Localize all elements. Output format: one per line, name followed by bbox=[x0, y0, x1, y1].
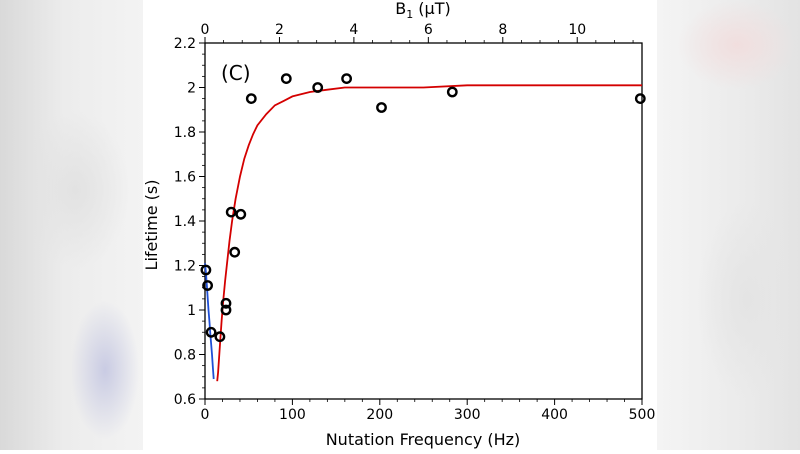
x-tick-label: 400 bbox=[541, 407, 568, 423]
top-x-tick-label: 2 bbox=[275, 22, 284, 38]
data-point bbox=[200, 264, 212, 276]
y-tick-label: 1.2 bbox=[174, 259, 196, 275]
background-blur-blob bbox=[697, 200, 797, 400]
data-point bbox=[220, 304, 232, 316]
data-point bbox=[634, 93, 646, 105]
x-tick-label: 100 bbox=[279, 407, 306, 423]
y-tick-label: 1.8 bbox=[174, 125, 196, 141]
y-tick-label: 2 bbox=[187, 81, 196, 97]
top-axis-label: B1 (μT) bbox=[395, 0, 451, 21]
top-axis-label-subscript: 1 bbox=[406, 8, 413, 21]
blurred-background-left bbox=[0, 0, 143, 450]
y-axis-label: Lifetime (s) bbox=[143, 180, 161, 271]
data-point bbox=[245, 93, 257, 105]
data-points bbox=[200, 73, 646, 343]
top-x-tick-label: 4 bbox=[349, 22, 358, 38]
x-tick-label: 0 bbox=[201, 407, 210, 423]
data-point bbox=[446, 86, 458, 98]
data-point bbox=[225, 206, 237, 218]
y-tick-label: 1.6 bbox=[174, 170, 196, 186]
y-tick-label: 1.4 bbox=[174, 214, 196, 230]
background-blur-blob bbox=[20, 110, 130, 270]
x-axis-label: Nutation Frequency (Hz) bbox=[326, 430, 521, 449]
x-tick-label: 200 bbox=[366, 407, 393, 423]
chart-canvas: 0 100 200 300 400 500 0.6 0.8 1 1.2 1.4 1.6 1.8 2 2.2 0… bbox=[142, 0, 657, 450]
data-point bbox=[205, 326, 217, 338]
y-tick-label: 0.8 bbox=[174, 348, 196, 364]
blurred-background-right bbox=[657, 0, 800, 450]
data-point bbox=[229, 246, 241, 258]
data-point bbox=[376, 102, 387, 113]
top-x-tick-label: 0 bbox=[201, 22, 210, 38]
background-blur-blob bbox=[677, 0, 797, 90]
data-point bbox=[280, 73, 292, 85]
blue-fit-curve bbox=[204, 263, 215, 380]
data-point bbox=[220, 297, 232, 309]
y-tick-label: 0.6 bbox=[174, 392, 196, 408]
top-axis-label-base: B bbox=[395, 0, 406, 18]
y-tick-label: 2.2 bbox=[174, 36, 196, 52]
y-tick-label: 1 bbox=[187, 303, 196, 319]
data-point bbox=[202, 280, 213, 291]
red-fit-curve bbox=[216, 84, 642, 382]
lifetime-vs-nutation-chart: 0 100 200 300 400 500 0.6 0.8 1 1.2 1.4 1.6 1.8 2 2.2 0… bbox=[142, 0, 656, 449]
data-point bbox=[235, 208, 247, 220]
top-x-tick-label: 6 bbox=[424, 22, 433, 38]
data-point bbox=[341, 73, 353, 85]
x-tick-label: 500 bbox=[629, 407, 656, 423]
top-x-tick-label: 10 bbox=[568, 22, 586, 38]
top-x-tick-label: 8 bbox=[498, 22, 507, 38]
plot-frame bbox=[204, 42, 643, 400]
data-point bbox=[214, 331, 226, 343]
axes-group: 0 100 200 300 400 500 0.6 0.8 1 1.2 1.4 1.6 1.8 2 2.2 0… bbox=[174, 22, 656, 423]
fit-curves bbox=[204, 84, 642, 382]
x-tick-label: 300 bbox=[454, 407, 481, 423]
panel-label: (C) bbox=[221, 61, 251, 85]
top-axis-label-unit: (μT) bbox=[413, 0, 451, 18]
data-point bbox=[312, 82, 324, 93]
background-blur-blob bbox=[70, 300, 140, 440]
